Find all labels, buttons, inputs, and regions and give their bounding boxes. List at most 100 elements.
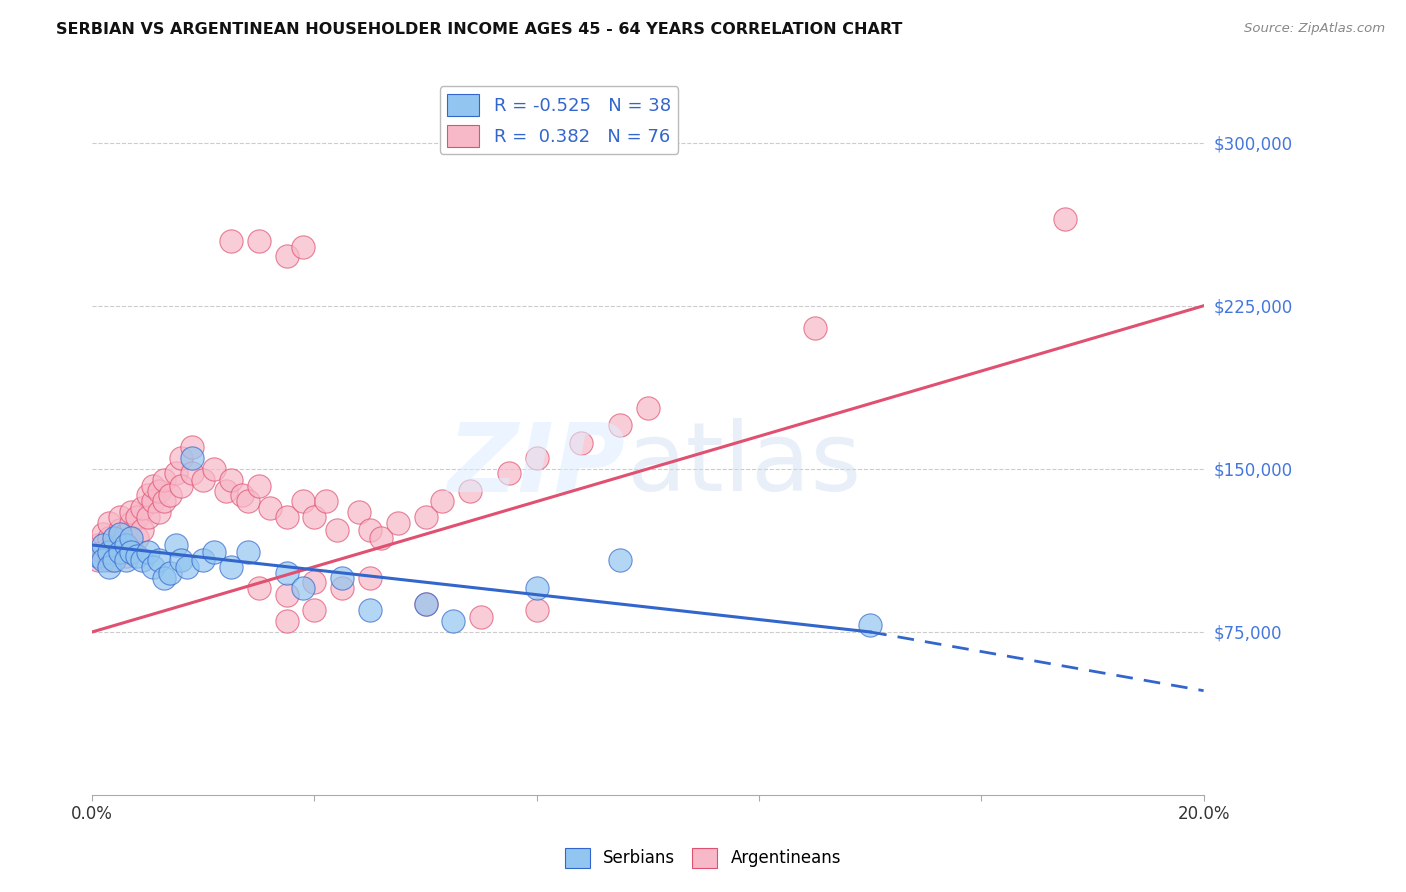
Point xyxy=(387,516,409,531)
Point xyxy=(292,240,315,254)
Point xyxy=(526,603,548,617)
Point xyxy=(97,532,120,546)
Point xyxy=(304,603,326,617)
Point xyxy=(131,523,153,537)
Point xyxy=(153,494,176,508)
Point xyxy=(97,553,120,567)
Point xyxy=(159,566,181,581)
Point xyxy=(142,479,165,493)
Point xyxy=(359,523,381,537)
Point xyxy=(120,544,142,558)
Point xyxy=(120,505,142,519)
Point xyxy=(97,516,120,531)
Point xyxy=(247,234,270,248)
Point xyxy=(176,559,198,574)
Point xyxy=(193,473,215,487)
Point xyxy=(159,488,181,502)
Point xyxy=(204,544,226,558)
Point xyxy=(276,614,298,628)
Point xyxy=(359,571,381,585)
Point xyxy=(276,588,298,602)
Point xyxy=(325,523,347,537)
Point xyxy=(236,544,259,558)
Point xyxy=(131,501,153,516)
Point xyxy=(103,532,125,546)
Point xyxy=(247,582,270,596)
Point xyxy=(370,532,392,546)
Point xyxy=(153,571,176,585)
Point xyxy=(103,553,125,567)
Point xyxy=(526,582,548,596)
Point xyxy=(181,467,204,481)
Point xyxy=(359,603,381,617)
Point xyxy=(91,538,114,552)
Point xyxy=(859,618,882,632)
Point xyxy=(170,553,193,567)
Point xyxy=(470,609,492,624)
Point xyxy=(415,597,437,611)
Point xyxy=(304,574,326,589)
Point xyxy=(236,494,259,508)
Point xyxy=(120,532,142,546)
Point xyxy=(181,450,204,465)
Point xyxy=(432,494,454,508)
Point xyxy=(1053,211,1076,226)
Point xyxy=(214,483,236,498)
Point xyxy=(219,234,242,248)
Point xyxy=(170,450,193,465)
Point xyxy=(103,538,125,552)
Point xyxy=(108,523,131,537)
Point xyxy=(415,509,437,524)
Point xyxy=(114,538,136,552)
Point xyxy=(148,505,170,519)
Point xyxy=(131,553,153,567)
Point xyxy=(91,544,114,558)
Point xyxy=(136,509,159,524)
Point xyxy=(114,527,136,541)
Point xyxy=(125,532,148,546)
Point xyxy=(609,553,631,567)
Point xyxy=(87,549,110,563)
Point xyxy=(120,538,142,552)
Point xyxy=(181,440,204,454)
Point xyxy=(803,320,825,334)
Text: atlas: atlas xyxy=(626,418,860,511)
Point xyxy=(148,483,170,498)
Point xyxy=(304,509,326,524)
Point xyxy=(108,538,131,552)
Point xyxy=(193,553,215,567)
Point xyxy=(91,527,114,541)
Point xyxy=(458,483,481,498)
Point xyxy=(259,501,281,516)
Point xyxy=(315,494,337,508)
Point xyxy=(136,544,159,558)
Point xyxy=(609,418,631,433)
Point xyxy=(108,527,131,541)
Point xyxy=(231,488,253,502)
Point xyxy=(91,553,114,567)
Point xyxy=(347,505,370,519)
Point xyxy=(142,559,165,574)
Point xyxy=(219,473,242,487)
Point xyxy=(276,509,298,524)
Point xyxy=(114,553,136,567)
Point xyxy=(292,494,315,508)
Point xyxy=(148,553,170,567)
Point xyxy=(97,559,120,574)
Point xyxy=(219,559,242,574)
Point xyxy=(153,473,176,487)
Point xyxy=(142,494,165,508)
Text: Source: ZipAtlas.com: Source: ZipAtlas.com xyxy=(1244,22,1385,36)
Point xyxy=(637,401,659,415)
Point xyxy=(87,553,110,567)
Point xyxy=(97,544,120,558)
Point xyxy=(526,450,548,465)
Point xyxy=(247,479,270,493)
Point xyxy=(125,509,148,524)
Point xyxy=(165,467,187,481)
Point xyxy=(108,509,131,524)
Point xyxy=(170,479,193,493)
Point xyxy=(330,582,353,596)
Point xyxy=(415,597,437,611)
Legend: R = -0.525   N = 38, R =  0.382   N = 76: R = -0.525 N = 38, R = 0.382 N = 76 xyxy=(440,87,678,154)
